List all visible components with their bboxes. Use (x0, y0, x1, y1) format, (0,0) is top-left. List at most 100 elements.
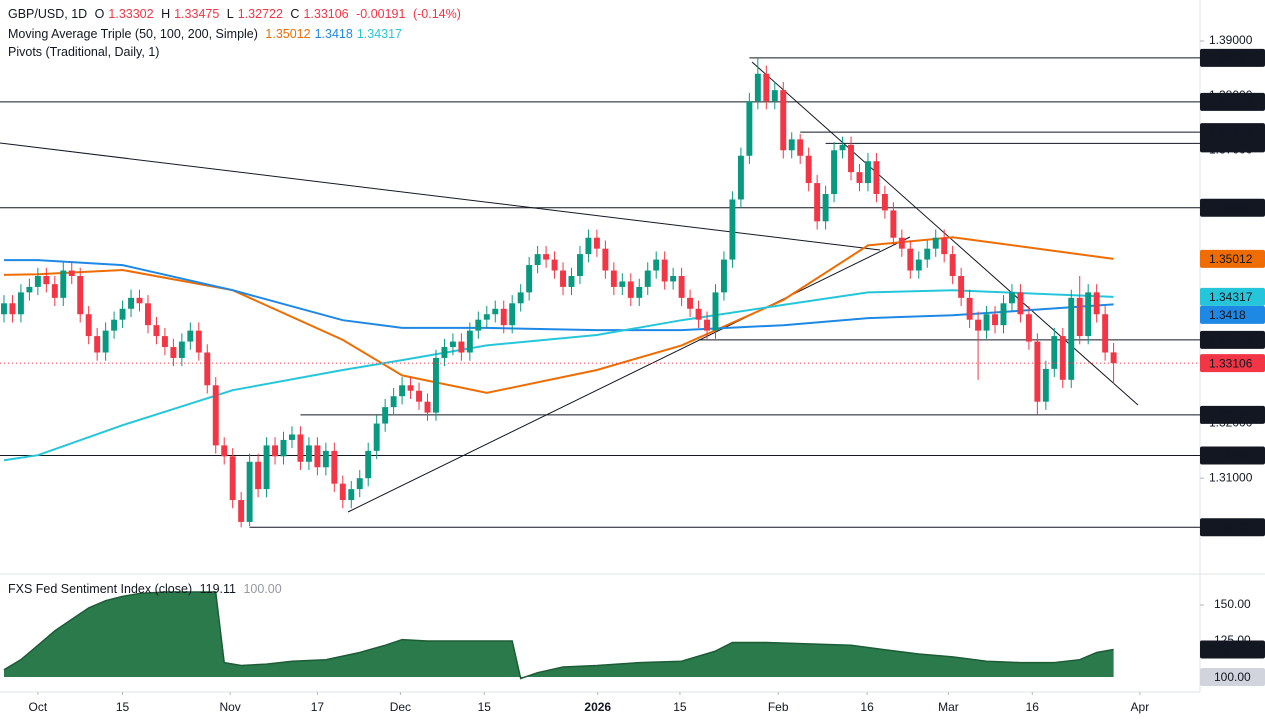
candle-body (212, 385, 219, 446)
candle-body (983, 314, 990, 331)
candle-body (737, 155, 744, 200)
ma-label: 1.35012 (1209, 252, 1253, 266)
candle-body (822, 194, 829, 222)
candle-body (153, 325, 160, 337)
candle-body (289, 434, 295, 440)
candle-body (26, 286, 33, 293)
candle-body (339, 483, 346, 501)
candle-body (534, 254, 541, 266)
candle-body (441, 347, 448, 358)
candle-body (704, 319, 710, 331)
candle-body (848, 144, 854, 173)
candle-body (966, 297, 973, 320)
candle-body (382, 407, 389, 424)
sentiment-reference-label-bg (1200, 668, 1265, 687)
pivot-label: 1.32159 (1209, 408, 1253, 422)
ohlc-letter: L (226, 7, 234, 21)
sentiment-reference: 100.00 (243, 582, 282, 596)
candle-body (365, 450, 372, 479)
candle-body (619, 281, 626, 287)
candle-body (297, 434, 304, 462)
candle-body (907, 248, 914, 271)
candle-body (585, 237, 592, 255)
x-tick-label: 15 (116, 700, 130, 714)
candle-body (661, 259, 668, 282)
candle-body (780, 90, 787, 151)
sentiment-title: FXS Fed Sentiment Index (close) (8, 582, 193, 596)
ohlc-value: 1.33302 (108, 7, 154, 21)
candle-body (831, 150, 838, 195)
pivot-label: 1.37886 (1209, 95, 1253, 109)
candle-body (687, 297, 694, 309)
pivot-label-bg (1200, 405, 1265, 424)
ma-value: 1.3418 (314, 27, 353, 41)
candle-body (1051, 336, 1058, 369)
pivot-label-bg (1200, 48, 1265, 67)
candle-body (221, 445, 228, 457)
last-price-label-bg (1200, 354, 1265, 373)
x-tick-label: Mar (938, 700, 959, 714)
x-tick-label: Dec (390, 700, 411, 714)
candle-body (771, 90, 778, 102)
moving-average-line (4, 259, 1114, 332)
candle-body (1000, 303, 1007, 326)
candle-body (466, 330, 473, 353)
candle-body (1093, 292, 1100, 315)
ohlc-letter: O (94, 7, 105, 21)
candle-body (195, 330, 202, 353)
x-tick-label: 17 (311, 700, 325, 714)
candle-body (1042, 368, 1049, 402)
candle-body (526, 265, 533, 293)
x-tick-label: Oct (29, 700, 48, 714)
candle-body (814, 183, 821, 222)
sentiment-panel (3, 591, 1114, 680)
candle-body (94, 336, 101, 353)
pivot-label-bg (1200, 198, 1265, 217)
candle-body (636, 286, 643, 298)
x-tick-label: 2026 (584, 700, 611, 714)
x-tick-label: 15 (478, 700, 492, 714)
candle-body (145, 303, 151, 326)
candle-body (60, 270, 67, 298)
pivot-label: 1.31415 (1209, 449, 1253, 463)
candle-body (331, 450, 338, 484)
candle-body (610, 270, 617, 287)
candle-body (517, 292, 524, 304)
candle-body (255, 461, 262, 490)
candle-body (1110, 352, 1117, 364)
candle-body (170, 347, 177, 358)
candle-body (898, 237, 905, 249)
candle-body (204, 352, 211, 386)
candle-body (754, 73, 761, 102)
candle-body (915, 259, 922, 271)
pivot-label-bg (1200, 330, 1265, 349)
ma-label: 1.34317 (1209, 290, 1253, 304)
sentiment-header: FXS Fed Sentiment Index (close) 119.11 1… (8, 581, 286, 597)
pivot-label: 1.37126 (1209, 137, 1253, 151)
x-tick-label: 16 (860, 700, 874, 714)
candle-body (746, 101, 753, 156)
pivot-label: 1.30103 (1209, 520, 1253, 534)
candle-body (602, 248, 609, 271)
candle-body (500, 308, 507, 326)
ohlc-value: 1.33475 (174, 7, 220, 21)
candle-body (449, 341, 456, 348)
ohlc-letter: H (161, 7, 171, 21)
candle-body (475, 319, 482, 331)
candle-body (1008, 292, 1015, 304)
x-tick-label: Nov (219, 700, 240, 714)
candle-body (1025, 314, 1032, 342)
candle-body (992, 314, 998, 326)
candle-body (839, 144, 846, 151)
candle-body (568, 275, 575, 287)
candle-body (43, 275, 50, 285)
ohlc-letter: C (290, 7, 300, 21)
candle-body (788, 139, 795, 151)
candle-body (136, 297, 143, 304)
candle-body (483, 314, 490, 320)
candle-body (433, 357, 439, 413)
candle-body (17, 292, 24, 315)
candle-body (577, 254, 583, 276)
candle-body (1085, 292, 1092, 337)
